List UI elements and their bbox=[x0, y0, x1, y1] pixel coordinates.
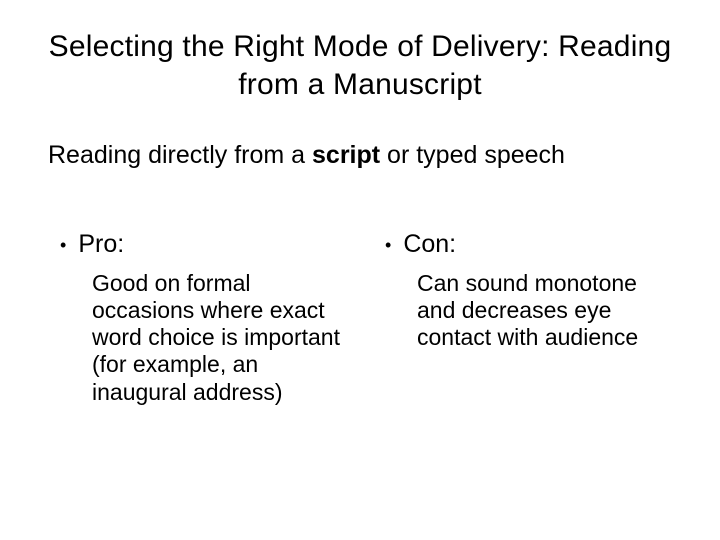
con-bullet: • Con: bbox=[385, 230, 680, 260]
slide: Selecting the Right Mode of Delivery: Re… bbox=[0, 0, 720, 540]
pro-column: • Pro: Good on formal occasions where ex… bbox=[60, 230, 355, 406]
bullet-icon: • bbox=[385, 230, 391, 260]
subtitle-pre: Reading directly from a bbox=[48, 141, 312, 169]
bullet-icon: • bbox=[60, 230, 66, 260]
slide-subtitle: Reading directly from a script or typed … bbox=[48, 141, 680, 170]
pro-bullet: • Pro: bbox=[60, 230, 355, 260]
columns: • Pro: Good on formal occasions where ex… bbox=[60, 230, 680, 406]
pro-text: Good on formal occasions where exact wor… bbox=[92, 270, 355, 406]
con-text: Can sound monotone and decreases eye con… bbox=[417, 270, 680, 351]
con-label: Con: bbox=[403, 230, 456, 259]
pro-label: Pro: bbox=[78, 230, 124, 259]
subtitle-post: or typed speech bbox=[380, 141, 565, 169]
subtitle-bold: script bbox=[312, 141, 380, 169]
con-column: • Con: Can sound monotone and decreases … bbox=[385, 230, 680, 406]
slide-title: Selecting the Right Mode of Delivery: Re… bbox=[40, 28, 680, 103]
